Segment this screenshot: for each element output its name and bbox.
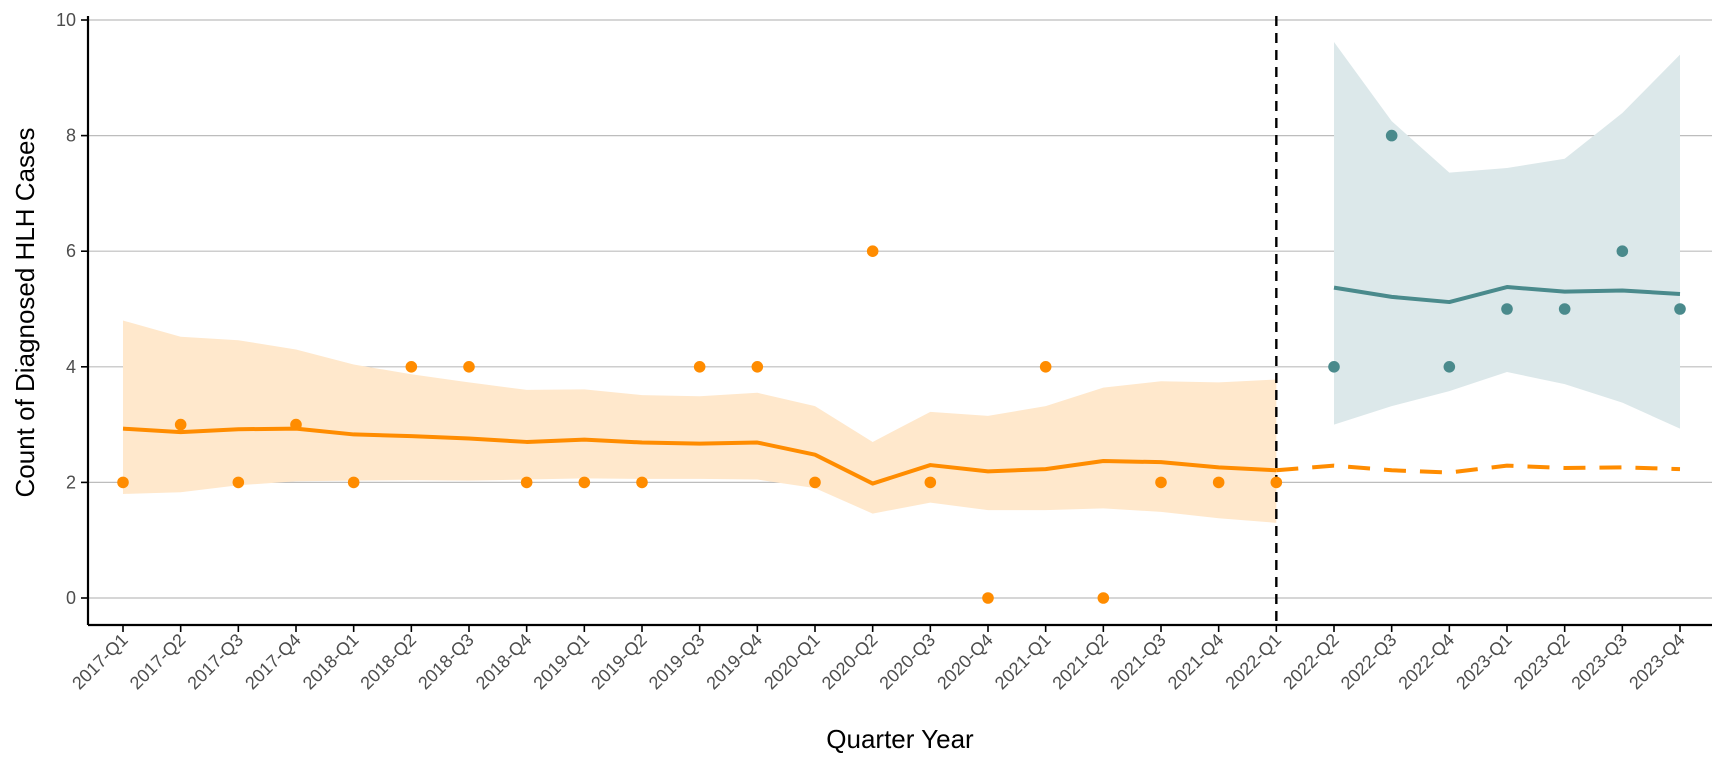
post_period-data-point	[1443, 361, 1456, 373]
x-tick-label: 2019-Q1	[529, 630, 593, 694]
series-lines	[122, 285, 1681, 486]
x-tick-label: 2017-Q4	[241, 630, 305, 694]
post_period-data-point	[1674, 303, 1686, 315]
post_period-data-point	[1501, 303, 1513, 315]
pre_period-data-point	[693, 361, 706, 373]
x-tick-label: 2019-Q4	[702, 630, 766, 694]
observed-points	[117, 129, 1686, 604]
x-tick-label: 2018-Q2	[356, 630, 420, 694]
y-axis-title: Count of Diagnosed HLH Cases	[10, 128, 40, 498]
pre_period-data-point	[1039, 361, 1052, 373]
y-tick-label: 2	[66, 472, 76, 492]
post_period-fitted-line	[1333, 285, 1681, 305]
pre_period-data-point	[866, 245, 879, 257]
x-tick-label: 2022-Q4	[1394, 630, 1458, 694]
counterfactual-fitted-line	[1276, 463, 1681, 475]
x-tick-label: 2020-Q2	[818, 630, 882, 694]
x-tick-label: 2017-Q1	[68, 630, 132, 694]
x-tick-label: 2023-Q3	[1567, 630, 1631, 694]
y-tick-label: 4	[66, 357, 76, 377]
x-tick-label: 2017-Q3	[183, 630, 247, 694]
post_period-data-point	[1328, 361, 1340, 373]
pre_period-data-point	[405, 361, 418, 373]
x-tick-label: 2018-Q1	[299, 630, 363, 694]
pre_period-data-point	[1155, 476, 1167, 489]
pre_period-data-point	[1270, 476, 1283, 489]
y-tick-labels: 0 2 4 6 8 10	[56, 10, 76, 608]
x-tick-label: 2022-Q1	[1221, 630, 1285, 694]
x-tick-label: 2021-Q2	[1048, 630, 1112, 694]
pre_period-data-point	[347, 476, 360, 489]
pre_period-data-point	[520, 476, 533, 489]
pre_period-data-point	[924, 476, 937, 489]
pre_period-data-point	[117, 476, 129, 489]
pre_period-fitted-line	[122, 426, 1277, 486]
post_period-data-point	[1616, 245, 1629, 257]
x-tick-label: 2022-Q2	[1279, 630, 1343, 694]
pre_period-data-point	[1097, 592, 1110, 604]
x-tick-label: 2021-Q1	[991, 630, 1055, 694]
x-tick-label: 2018-Q4	[472, 630, 536, 694]
x-tick-label: 2017-Q2	[126, 630, 190, 694]
x-tick-label: 2019-Q2	[587, 630, 651, 694]
x-tick-label: 2021-Q4	[1164, 630, 1228, 694]
x-tick-label: 2021-Q3	[1106, 630, 1170, 694]
confidence-bands	[123, 41, 1680, 523]
y-tick-label: 6	[66, 241, 76, 261]
y-tick-label: 8	[66, 126, 76, 146]
x-tick-label: 2023-Q2	[1510, 630, 1574, 694]
x-tick-label: 2023-Q4	[1625, 630, 1689, 694]
pre_period-data-point	[809, 476, 821, 489]
post_period-confidence-band	[1334, 41, 1680, 429]
x-tick-label: 2023-Q1	[1452, 630, 1516, 694]
pre_period-data-point	[290, 418, 302, 431]
x-tick-label: 2019-Q3	[645, 630, 709, 694]
x-tick-labels: 2017-Q12017-Q22017-Q32017-Q42018-Q12018-…	[68, 630, 1689, 694]
x-tick-label: 2022-Q3	[1337, 630, 1401, 694]
axes	[81, 16, 1712, 632]
post_period-data-point	[1385, 129, 1398, 142]
x-tick-label: 2018-Q3	[414, 630, 478, 694]
x-axis-title: Quarter Year	[826, 724, 974, 754]
pre_period-data-point	[578, 476, 591, 489]
pre_period-data-point	[636, 476, 648, 489]
pre_period-data-point	[463, 361, 475, 373]
x-tick-label: 2020-Q1	[760, 630, 824, 694]
post_period-data-point	[1558, 303, 1571, 315]
pre_period-data-point	[751, 361, 764, 373]
pre_period-data-point	[232, 476, 245, 489]
x-tick-label: 2020-Q3	[875, 630, 939, 694]
y-tick-label: 0	[66, 588, 76, 608]
x-tick-label: 2020-Q4	[933, 630, 997, 694]
y-tick-label: 10	[56, 10, 76, 30]
pre_period-data-point	[982, 592, 994, 604]
pre_period-data-point	[174, 418, 187, 431]
pre_period-data-point	[1212, 476, 1225, 489]
